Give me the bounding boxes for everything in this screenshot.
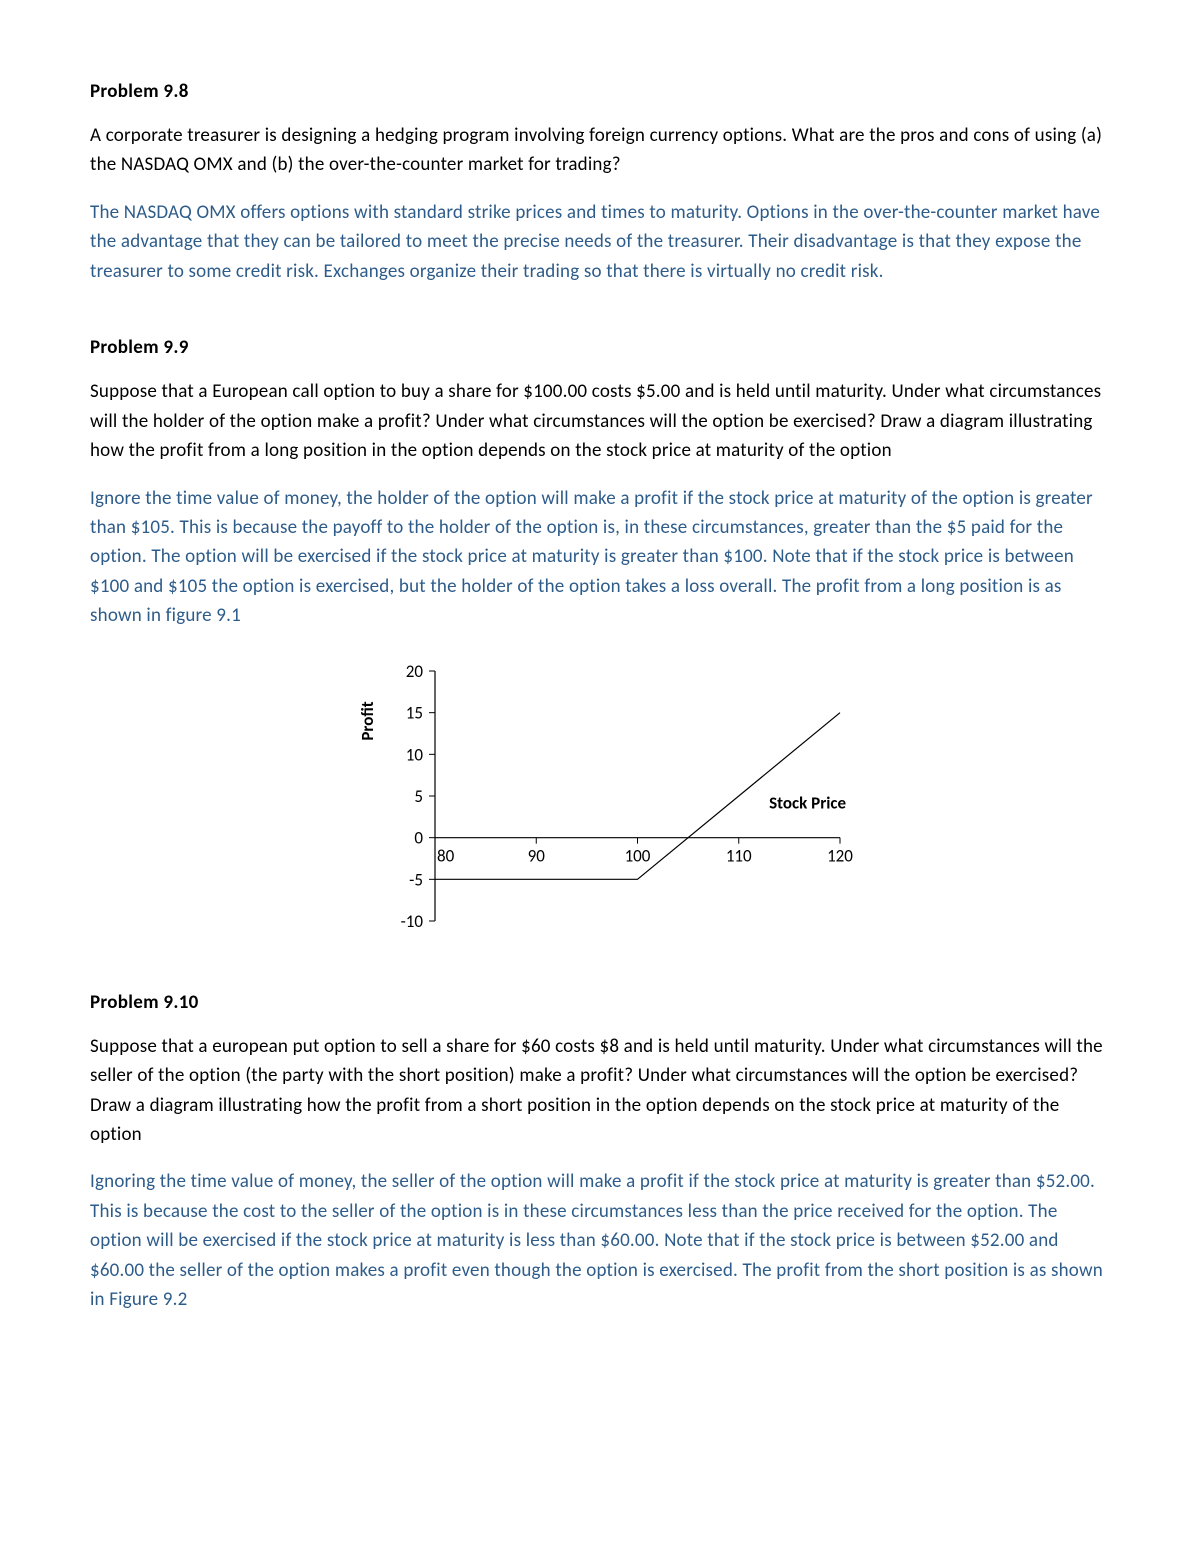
y-tick-label: 20 bbox=[406, 661, 424, 682]
y-tick-label: -5 bbox=[409, 869, 423, 890]
y-tick-label: -10 bbox=[401, 911, 424, 932]
y-axis-title: Profit bbox=[357, 701, 378, 740]
x-tick-label: 120 bbox=[827, 845, 853, 866]
y-tick-label: 5 bbox=[414, 786, 423, 807]
problem-question: Suppose that a european put option to se… bbox=[90, 1032, 1110, 1150]
problem-answer: Ignore the time value of money, the hold… bbox=[90, 484, 1110, 631]
document-page: Problem 9.8 A corporate treasurer is des… bbox=[0, 0, 1200, 1425]
y-tick-label: 0 bbox=[414, 827, 423, 848]
problem-answer: Ignoring the time value of money, the se… bbox=[90, 1167, 1110, 1314]
problem-9-10: Problem 9.10 Suppose that a european put… bbox=[90, 991, 1110, 1315]
x-tick-label: 80 bbox=[437, 845, 455, 866]
problem-title: Problem 9.9 bbox=[90, 336, 1110, 359]
problem-question: Suppose that a European call option to b… bbox=[90, 377, 1110, 465]
problem-title: Problem 9.8 bbox=[90, 80, 1110, 103]
y-tick-label: 15 bbox=[406, 702, 423, 723]
problem-9-9: Problem 9.9 Suppose that a European call… bbox=[90, 336, 1110, 941]
problem-question: A corporate treasurer is designing a hed… bbox=[90, 121, 1110, 180]
y-tick-label: 10 bbox=[406, 744, 424, 765]
x-tick-label: 100 bbox=[625, 845, 651, 866]
x-axis-title: Stock Price bbox=[769, 792, 846, 813]
x-tick-label: 110 bbox=[726, 845, 752, 866]
profit-chart: -10 -5 0 5 10 15 20 80 90 100 110 120 Profit Stock Pr… bbox=[340, 661, 860, 941]
problem-answer: The NASDAQ OMX offers options with stand… bbox=[90, 198, 1110, 286]
profit-chart-container: -10 -5 0 5 10 15 20 80 90 100 110 120 Profit Stock Pr… bbox=[90, 661, 1110, 941]
x-tick-label: 90 bbox=[528, 845, 546, 866]
problem-title: Problem 9.10 bbox=[90, 991, 1110, 1014]
problem-9-8: Problem 9.8 A corporate treasurer is des… bbox=[90, 80, 1110, 286]
